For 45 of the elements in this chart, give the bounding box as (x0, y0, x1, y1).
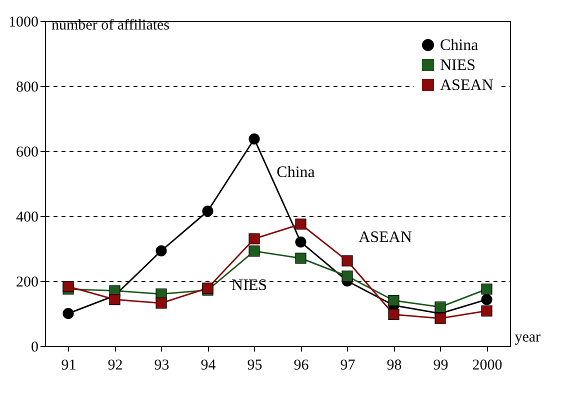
x-tick-label: 2000 (472, 358, 502, 374)
point (388, 294, 400, 306)
point (248, 133, 260, 145)
text: NIES (231, 277, 268, 294)
x-tick-label: 92 (108, 358, 123, 374)
x-tick-label: 94 (200, 358, 216, 374)
y-tick-label: 0 (31, 340, 38, 356)
legend-label: ASEAN (440, 77, 494, 94)
x-tick-label: 91 (61, 358, 76, 374)
point (295, 252, 306, 264)
point (109, 294, 120, 306)
point (62, 308, 74, 320)
point (202, 206, 214, 217)
y-axis-title: number of affiliates (52, 18, 170, 34)
x-tick-label: 97 (340, 358, 356, 374)
x-tick-label: 93 (154, 358, 170, 374)
point (295, 236, 306, 248)
x-axis-title: year (514, 330, 541, 346)
y-tick-label: 600 (16, 144, 38, 160)
y-tick-label: 800 (16, 80, 38, 96)
point (248, 246, 260, 257)
x-tick-label: 96 (294, 358, 310, 374)
y-tick-label: 400 (16, 210, 38, 226)
point (342, 270, 353, 282)
point (388, 308, 400, 320)
legend-label: NIES (440, 57, 476, 74)
point (434, 301, 446, 313)
point (481, 305, 492, 316)
point (156, 245, 167, 256)
point (434, 312, 446, 324)
point (248, 233, 260, 244)
point (156, 298, 167, 309)
text: China (276, 164, 315, 181)
y-tick-label: 200 (16, 274, 38, 290)
x-tick-label: 99 (433, 358, 448, 374)
x-tick-label: 98 (386, 358, 402, 374)
y-tick-label: 1000 (8, 14, 38, 30)
point (295, 218, 306, 230)
legend-label: China (440, 37, 478, 54)
point (481, 294, 492, 306)
x-tick-label: 95 (247, 358, 262, 374)
point (62, 280, 74, 292)
point (342, 255, 353, 266)
text: ASEAN (358, 228, 412, 246)
point (481, 284, 492, 295)
